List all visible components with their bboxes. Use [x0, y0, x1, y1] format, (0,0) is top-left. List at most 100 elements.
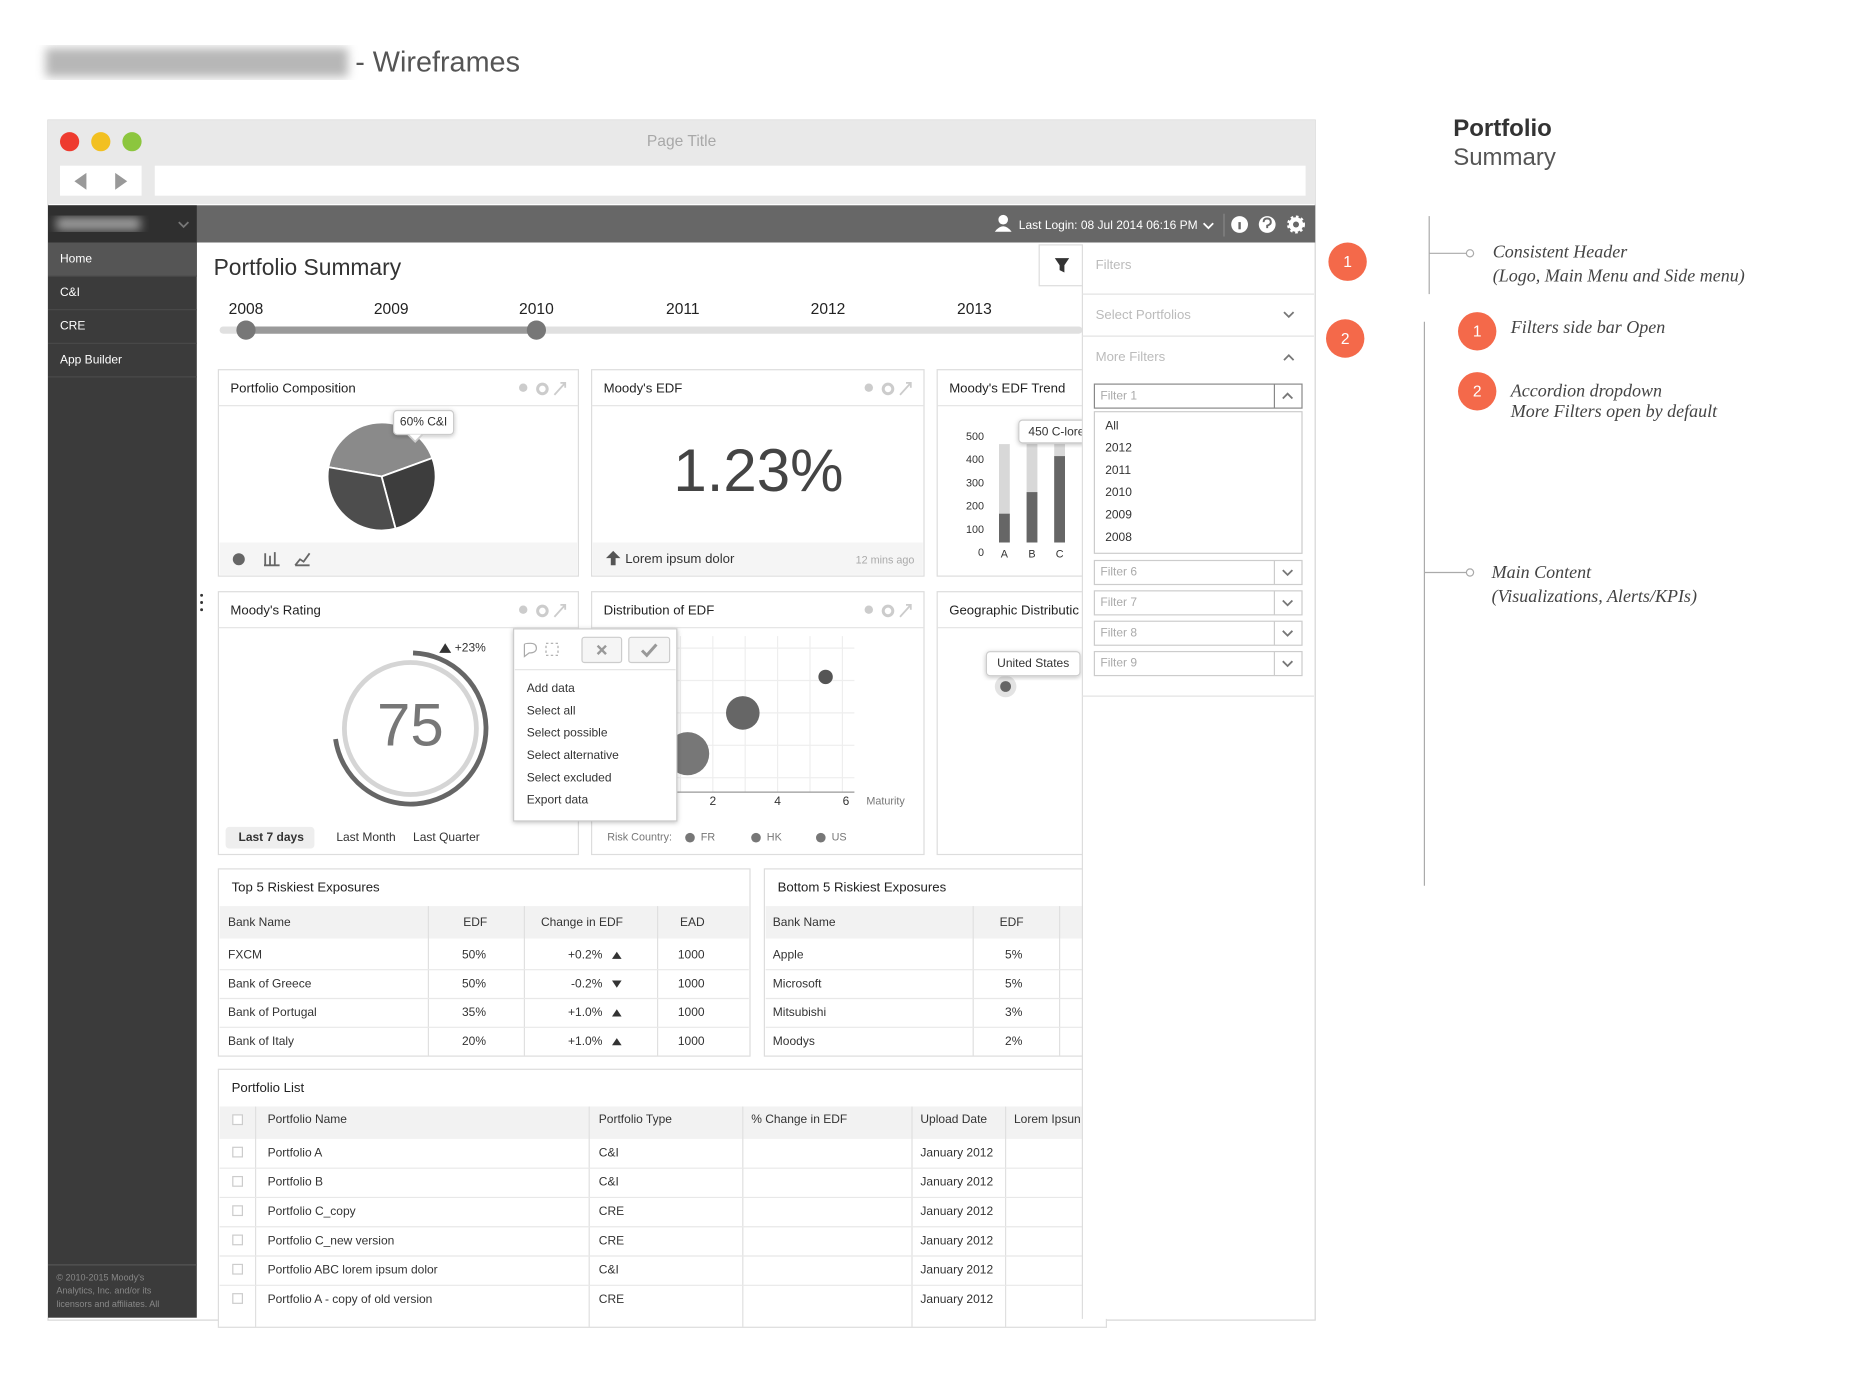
table-cell: 1000: [678, 1005, 705, 1019]
side-menu-item[interactable]: CRE: [60, 319, 85, 333]
table-cell: 1000: [678, 976, 705, 990]
trend-triangle: [612, 980, 622, 988]
trend-triangle: [612, 1009, 622, 1017]
legend-title: Risk Country:: [607, 832, 672, 844]
map-tooltip-text: United States: [997, 656, 1069, 670]
widget-title: Moody's EDF: [604, 380, 683, 395]
side-menu-active: [48, 242, 197, 277]
legend-label: US: [832, 832, 847, 844]
chevron-up: [1282, 392, 1294, 400]
context-menu-item[interactable]: Select possible: [527, 726, 608, 740]
checkbox[interactable]: [232, 1175, 243, 1187]
column-header: Bank Name: [773, 915, 836, 929]
table-panel: [217, 868, 751, 1057]
filter-select-label: Filter 8: [1100, 625, 1137, 639]
filter-select-open[interactable]: [1093, 383, 1303, 409]
bar: [999, 513, 1010, 543]
widget-panel: [591, 369, 925, 577]
table-cell: +1.0%: [568, 1005, 603, 1019]
period-tab[interactable]: Last Quarter: [413, 830, 480, 844]
page-title: - Wireframes: [355, 46, 520, 78]
timeline-year: 2011: [666, 301, 700, 318]
table-cell: Portfolio B: [268, 1175, 323, 1189]
filter-icon: [1054, 258, 1070, 273]
table-cell: Moodys: [773, 1034, 815, 1048]
x-tick-label: 2: [709, 794, 716, 808]
filter-select[interactable]: [1093, 650, 1303, 677]
checkbox[interactable]: [232, 1146, 243, 1158]
timeline-year: 2012: [811, 301, 846, 318]
side-menu-item[interactable]: C&I: [60, 285, 80, 299]
period-tab[interactable]: Last 7 days: [239, 830, 305, 844]
filter-select[interactable]: [1093, 590, 1303, 616]
side-menu-item[interactable]: App Builder: [60, 352, 122, 366]
table-cell: Portfolio C_copy: [268, 1204, 356, 1218]
annotation-marker: [1458, 312, 1497, 351]
annotation-number: 2: [1341, 331, 1350, 348]
table-cell: 2%: [1005, 1034, 1023, 1048]
checkbox[interactable]: [232, 1114, 243, 1126]
filter-accordion[interactable]: More Filters: [1096, 349, 1166, 364]
context-menu-item[interactable]: Select all: [527, 703, 576, 717]
side-menu-item[interactable]: Home: [60, 251, 92, 265]
chevron-up: [1283, 354, 1295, 361]
drag-handle-dot: [200, 601, 204, 604]
confirm-button[interactable]: [628, 636, 671, 664]
table-cell: 35%: [462, 1005, 486, 1019]
annotation-heading: Portfolio: [1453, 115, 1552, 142]
context-menu-item[interactable]: Select alternative: [527, 748, 619, 762]
filter-select[interactable]: [1093, 559, 1303, 586]
filter-accordion[interactable]: Select Portfolios: [1096, 307, 1192, 322]
table-cell: C&I: [599, 1263, 619, 1277]
filter-select-label: Filter 7: [1100, 595, 1137, 609]
table-cell: Microsoft: [773, 976, 822, 990]
legend-dot: [751, 832, 761, 843]
bar-view-icon: [264, 552, 280, 567]
table-cell: +1.0%: [568, 1034, 603, 1048]
table-cell: 5%: [1005, 976, 1023, 990]
page-heading: Portfolio Summary: [214, 254, 402, 280]
bar: [1026, 492, 1038, 543]
expand-icon: [899, 382, 912, 396]
filter-option[interactable]: 2011: [1105, 463, 1131, 477]
chevron-down: [1282, 630, 1294, 637]
filter-option[interactable]: 2009: [1105, 508, 1132, 522]
footer-text: Analytics, Inc. and/or its: [56, 1286, 152, 1296]
filter-option[interactable]: All: [1105, 418, 1118, 432]
filter-option[interactable]: 2010: [1105, 485, 1132, 499]
checkbox[interactable]: [232, 1234, 243, 1246]
table-cell: January 2012: [920, 1204, 993, 1218]
last-login[interactable]: Last Login: 08 Jul 2014 06:16 PM: [1019, 218, 1198, 232]
expand-icon: [553, 382, 567, 396]
widget-panel: [936, 369, 1106, 577]
period-tab[interactable]: Last Month: [336, 830, 395, 844]
widget-footer: [592, 542, 923, 575]
checkbox[interactable]: [232, 1293, 243, 1304]
widget-title: Moody's Rating: [230, 602, 320, 617]
chevron-down: [1282, 660, 1294, 668]
table-cell: 50%: [462, 947, 486, 961]
context-menu-item[interactable]: Export data: [527, 793, 589, 807]
context-menu-item[interactable]: Select excluded: [527, 770, 612, 784]
table-header: [765, 906, 1100, 939]
close-button: [60, 132, 80, 152]
table-cell: Mitsubishi: [773, 1005, 826, 1019]
x-axis-label: Maturity: [866, 796, 905, 808]
annotation-text: Accordion dropdown: [1510, 381, 1662, 401]
kpi-value: 1.23%: [673, 437, 843, 504]
timeline-year: 2010: [519, 301, 554, 318]
chevron-down: [1282, 599, 1294, 607]
table-cell: C&I: [599, 1145, 619, 1159]
annotation-text: Consistent Header: [1493, 241, 1628, 261]
context-menu-item[interactable]: Add data: [527, 681, 575, 695]
column-header: Lorem Ipsun: [1014, 1112, 1081, 1126]
checkbox[interactable]: [232, 1263, 243, 1275]
trend-triangle: [612, 951, 622, 959]
filter-option[interactable]: 2008: [1105, 530, 1132, 544]
filter-option[interactable]: 2012: [1105, 441, 1132, 455]
checkbox[interactable]: [232, 1205, 243, 1217]
filter-select[interactable]: [1093, 620, 1303, 646]
table-cell: 1000: [678, 1034, 705, 1048]
table-cell: Bank of Greece: [228, 976, 312, 990]
